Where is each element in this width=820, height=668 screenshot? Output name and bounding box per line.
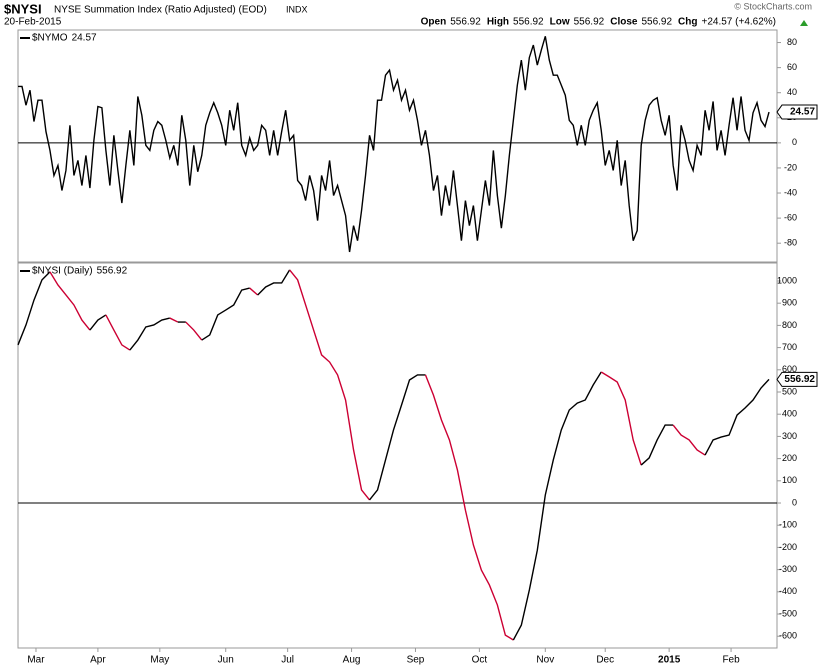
panel-frame: [17, 262, 778, 649]
line-segment: [105, 314, 131, 351]
quote-label: High: [487, 17, 509, 28]
legend-value: 556.92: [97, 266, 128, 277]
y-tick-label: -60: [784, 212, 797, 222]
legend-name: $NYSI (Daily): [32, 266, 93, 277]
quote-value: 556.92: [574, 17, 605, 28]
y-tick-label: 600: [782, 364, 797, 374]
y-tick-label: 200: [782, 453, 797, 463]
y-tick-label: 60: [787, 62, 797, 72]
value-tag-label: 24.57: [790, 107, 815, 118]
quote-value: 556.92: [450, 17, 481, 28]
value-tag: [776, 104, 818, 120]
x-tick-label: Oct: [472, 655, 488, 666]
y-tick-label: 0: [792, 137, 797, 147]
quote-value: +24.57 (+4.62%): [702, 17, 777, 28]
value-tag-label: 556.92: [784, 374, 815, 385]
quote-value: 556.92: [513, 17, 544, 28]
date: 20-Feb-2015: [4, 17, 62, 28]
y-tick-label: -20: [784, 162, 797, 172]
y-tick-label: -40: [784, 187, 797, 197]
line-segment: [249, 287, 259, 296]
symbol: $NYSI: [4, 1, 42, 16]
y-tick-label: 500: [782, 386, 797, 396]
y-tick-label: 900: [782, 298, 797, 308]
line-segment: [640, 424, 674, 466]
quote-label: Close: [610, 17, 638, 28]
x-tick-label: Mar: [27, 655, 45, 666]
line: [18, 36, 770, 253]
line-segment: [129, 317, 170, 351]
y-tick-label: -80: [784, 238, 797, 248]
legend-name: $NYMO: [32, 33, 68, 44]
line-segment: [17, 271, 51, 346]
y-tick-label: -500: [779, 608, 797, 618]
line-segment: [169, 317, 179, 323]
x-tick-label: Apr: [90, 655, 106, 666]
line-segment: [368, 374, 426, 501]
y-tick-label: -300: [779, 564, 797, 574]
x-tick-label: Jul: [281, 655, 294, 666]
line-segment: [49, 271, 91, 331]
y-tick-label: -100: [779, 520, 797, 530]
line-segment: [704, 378, 770, 456]
exchange: INDX: [286, 4, 308, 14]
panel-frame: [17, 29, 778, 263]
x-tick-label: 2015: [658, 655, 681, 666]
x-tick-label: Jun: [218, 655, 234, 666]
legend-value: 24.57: [72, 33, 97, 44]
x-tick-label: Sep: [407, 655, 425, 666]
quote-label: Open: [421, 17, 447, 28]
y-tick-label: 0: [792, 497, 797, 507]
up-arrow: [800, 20, 808, 26]
line-segment: [201, 287, 250, 341]
y-tick-label: 1000: [777, 275, 797, 285]
y-tick-label: 300: [782, 431, 797, 441]
y-tick-label: 800: [782, 320, 797, 330]
quote-label: Low: [550, 17, 570, 28]
line-segment: [424, 374, 514, 641]
line-segment: [512, 371, 602, 641]
y-tick-label: -200: [779, 542, 797, 552]
x-tick-label: Feb: [722, 655, 740, 666]
y-tick-label: 80: [787, 37, 797, 47]
line-segment: [185, 321, 203, 341]
credit: © StockCharts.com: [734, 1, 812, 11]
x-tick-label: May: [150, 655, 169, 666]
x-tick-label: Nov: [536, 655, 554, 666]
value-tag: [776, 371, 818, 387]
quote-label: Chg: [678, 17, 697, 28]
y-tick-label: -400: [779, 586, 797, 596]
quote-value: 556.92: [641, 17, 672, 28]
y-tick-label: 40: [787, 87, 797, 97]
index-name: NYSE Summation Index (Ratio Adjusted) (E…: [54, 5, 267, 16]
line-segment: [257, 269, 291, 296]
line-segment: [89, 314, 107, 331]
y-tick-label: 100: [782, 475, 797, 485]
x-tick-label: Dec: [596, 655, 614, 666]
line-segment: [289, 269, 371, 501]
line-segment: [600, 371, 642, 466]
y-tick-label: -600: [779, 631, 797, 641]
y-tick-label: 700: [782, 342, 797, 352]
y-tick-label: 400: [782, 409, 797, 419]
line-segment: [672, 424, 706, 456]
x-tick-label: Aug: [343, 655, 361, 666]
